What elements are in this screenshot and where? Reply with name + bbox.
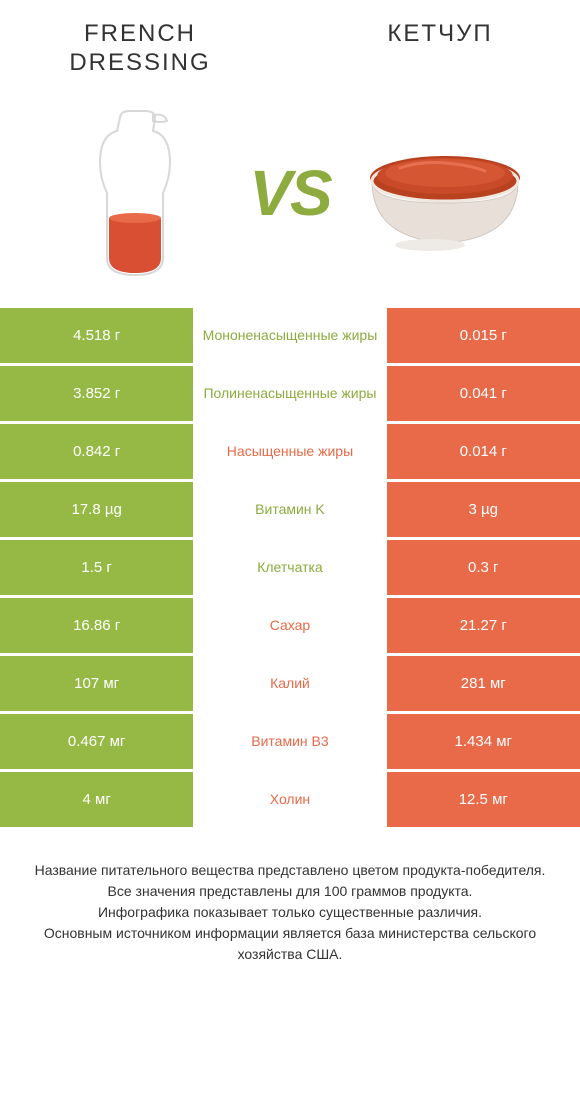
left-value-cell: 1.5 г <box>0 540 193 595</box>
table-row: 0.467 мгВитамин B31.434 мг <box>0 714 580 772</box>
images-row: VS <box>0 88 580 308</box>
left-value-cell: 0.467 мг <box>0 714 193 769</box>
nutrient-label-cell: Полиненасыщенные жиры <box>193 366 386 421</box>
left-product-image <box>50 98 220 288</box>
right-value-cell: 12.5 мг <box>387 772 580 827</box>
left-value-cell: 16.86 г <box>0 598 193 653</box>
footer-line-2: Все значения представлены для 100 граммо… <box>20 881 560 902</box>
table-row: 17.8 µgВитамин K3 µg <box>0 482 580 540</box>
left-value-cell: 107 мг <box>0 656 193 711</box>
left-value-cell: 4 мг <box>0 772 193 827</box>
right-product-title: Кетчуп <box>340 20 540 49</box>
left-value-cell: 0.842 г <box>0 424 193 479</box>
comparison-table: 4.518 гМононенасыщенные жиры0.015 г3.852… <box>0 308 580 830</box>
nutrient-label-cell: Насыщенные жиры <box>193 424 386 479</box>
footer-line-1: Название питательного вещества представл… <box>20 860 560 881</box>
table-row: 3.852 гПолиненасыщенные жиры0.041 г <box>0 366 580 424</box>
right-product-title-wrap: Кетчуп <box>340 20 540 49</box>
right-value-cell: 0.041 г <box>387 366 580 421</box>
table-row: 16.86 гСахар21.27 г <box>0 598 580 656</box>
right-value-cell: 1.434 мг <box>387 714 580 769</box>
right-product-image <box>360 98 530 288</box>
footer-line-4: Основным источником информации является … <box>20 923 560 965</box>
left-product-title: French dressing <box>40 20 240 78</box>
table-row: 4.518 гМононенасыщенные жиры0.015 г <box>0 308 580 366</box>
right-value-cell: 21.27 г <box>387 598 580 653</box>
nutrient-label-cell: Клетчатка <box>193 540 386 595</box>
table-row: 4 мгХолин12.5 мг <box>0 772 580 830</box>
footer: Название питательного вещества представл… <box>0 830 580 985</box>
nutrient-label-cell: Мононенасыщенные жиры <box>193 308 386 363</box>
right-value-cell: 0.3 г <box>387 540 580 595</box>
right-value-cell: 281 мг <box>387 656 580 711</box>
right-value-cell: 0.015 г <box>387 308 580 363</box>
footer-line-3: Инфографика показывает только существенн… <box>20 902 560 923</box>
nutrient-label-cell: Витамин K <box>193 482 386 537</box>
table-row: 0.842 гНасыщенные жиры0.014 г <box>0 424 580 482</box>
left-value-cell: 3.852 г <box>0 366 193 421</box>
nutrient-label-cell: Калий <box>193 656 386 711</box>
nutrient-label-cell: Сахар <box>193 598 386 653</box>
left-value-cell: 17.8 µg <box>0 482 193 537</box>
vs-label: VS <box>249 156 330 230</box>
left-value-cell: 4.518 г <box>0 308 193 363</box>
right-value-cell: 0.014 г <box>387 424 580 479</box>
header: French dressing Кетчуп <box>0 0 580 88</box>
nutrient-label-cell: Витамин B3 <box>193 714 386 769</box>
left-product-title-wrap: French dressing <box>40 20 240 78</box>
table-row: 1.5 гКлетчатка0.3 г <box>0 540 580 598</box>
nutrient-label-cell: Холин <box>193 772 386 827</box>
right-value-cell: 3 µg <box>387 482 580 537</box>
table-row: 107 мгКалий281 мг <box>0 656 580 714</box>
